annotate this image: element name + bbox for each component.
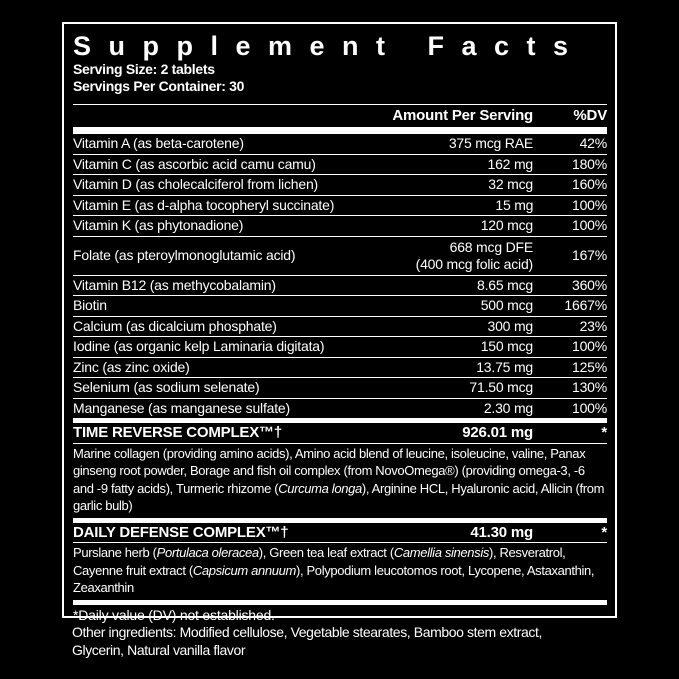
nutrient-amount: 15 mg — [334, 196, 545, 216]
nutrient-dv: 180% — [571, 155, 607, 172]
botanical-name: Portulaca oleracea — [156, 545, 259, 560]
amount-value: 2.30 mg — [483, 399, 533, 416]
nutrient-dv: 100% — [571, 217, 607, 233]
nutrient-dv: 100% — [571, 196, 607, 213]
amount-value: 500 mcg — [480, 297, 533, 313]
nutrient-row: Iodine (as organic kelp Laminaria digita… — [73, 336, 607, 357]
amount-value: 162 mg — [487, 155, 534, 172]
nutrient-dv: 360% — [571, 276, 607, 293]
complex-amount: 41.30 mg — [470, 523, 533, 541]
nutrient-row: Folate (as pteroylmonoglutamic acid) 668 … — [73, 235, 607, 275]
ingredient-text: ), Green tea leaf extract ( — [258, 545, 394, 560]
amount-value: 150 mcg — [480, 338, 533, 354]
nutrient-name: Folate (as pteroylmonoglutamic acid) — [73, 247, 296, 263]
amount-value: 15 mg — [495, 196, 534, 213]
amount-value: 120 mcg — [480, 217, 533, 233]
nutrient-name: Vitamin D (as cholecalciferol from liche… — [73, 176, 318, 192]
nutrient-amount: 120 mcg — [333, 216, 545, 236]
rule — [73, 104, 607, 105]
amount-value: 375 mcg RAE — [448, 135, 533, 151]
nutrient-name: Manganese (as manganese sulfate) — [73, 399, 290, 416]
amount-value: 13.75 mg — [476, 358, 533, 375]
botanical-name: Capsicum annuum — [192, 562, 296, 578]
panel-title: Supplement Facts — [73, 31, 586, 61]
ingredient-text: ), Arginine HCL, Hyaluronic acid, Allici… — [73, 480, 605, 514]
nutrient-row: Vitamin E (as d-alpha tocopheryl succina… — [73, 194, 607, 216]
servings-per-container: Servings Per Container: 30 — [73, 78, 245, 94]
ingredient-text: ), Polypodium leucotomos root, Lycopene,… — [73, 562, 595, 596]
botanical-name: Camellia sinensis — [393, 545, 490, 560]
ingredient-text: ), Resveratrol, Cayenne fruit extract ( — [73, 545, 566, 578]
ingredient-text: Marine collagen (providing amino acids),… — [73, 445, 586, 496]
column-header: Amount Per Serving %DV — [73, 105, 607, 133]
nutrient-name: Selenium (as sodium selenate) — [73, 379, 260, 395]
nutrient-amount: 13.75 mg — [333, 358, 545, 378]
nutrient-dv: 42% — [579, 135, 608, 151]
complex-dv: * — [601, 424, 607, 441]
nutrient-name: Vitamin A (as beta-carotene) — [73, 135, 244, 151]
other-ingredients: Other ingredients: Modified cellulose, V… — [72, 624, 542, 658]
nutrient-amount: 375 mcg RAE — [333, 134, 545, 154]
amount-value: 300 mg — [487, 317, 534, 334]
dv-header: %DV — [573, 107, 607, 124]
nutrient-rows: Vitamin A (as beta-carotene) 375 mcg RAE 4… — [73, 133, 607, 418]
nutrient-dv: 130% — [571, 379, 607, 395]
nutrient-row: Vitamin C (as ascorbic acid camu camu) 16… — [73, 153, 607, 175]
nutrient-amount: 300 mg — [333, 317, 545, 337]
nutrient-amount: 668 mcg DFE (400 mcg folic acid) — [333, 239, 545, 273]
amount-value: 32 mcg — [488, 176, 533, 192]
nutrient-row: Calcium (as dicalcium phosphate) 300 mg 23… — [73, 315, 608, 337]
footnote: *Daily value (DV) not established. — [73, 599, 607, 625]
complex-row: DAILY DEFENSE COMPLEX™† 41.30 mg * — [73, 517, 607, 543]
complex-name: TIME REVERSE COMPLEX™† — [73, 424, 282, 441]
nutrient-name: Vitamin E (as d-alpha tocopheryl succina… — [73, 196, 335, 213]
ingredient-text: Purslane herb ( — [73, 545, 157, 560]
nutrient-row: Selenium (as sodium selenate) 71.50 mcg 13… — [73, 377, 607, 398]
nutrient-dv: 1667% — [564, 297, 607, 313]
amount-header: Amount Per Serving — [392, 107, 533, 124]
nutrient-dv: 125% — [571, 358, 607, 375]
nutrient-amount: 500 mcg — [333, 296, 545, 316]
complex-amount: 926.01 mg — [462, 424, 533, 441]
complex-name: DAILY DEFENSE COMPLEX™† — [73, 523, 289, 541]
nutrient-name: Vitamin K (as phytonadione) — [73, 217, 244, 233]
complexes: TIME REVERSE COMPLEX™† 926.01 mg * Marine c… — [73, 418, 607, 600]
nutrient-amount: 2.30 mg — [333, 399, 545, 419]
serving-size: Serving Size: 2 tablets — [73, 61, 215, 77]
nutrient-name: Biotin — [73, 297, 107, 313]
complex-description: Purslane herb (Portulaca oleracea), Gree… — [73, 542, 607, 600]
nutrient-dv: 100% — [571, 338, 607, 354]
complex-dv: * — [601, 523, 607, 541]
nutrient-name: Zinc (as zinc oxide) — [73, 358, 190, 375]
amount-value: 8.65 mcg — [477, 276, 533, 293]
nutrient-row: Biotin 500 mcg 1667% — [73, 295, 607, 316]
nutrient-name: Vitamin B12 (as methycobalamin) — [73, 276, 276, 293]
amount-value: 71.50 mcg — [469, 379, 533, 395]
complex-row: TIME REVERSE COMPLEX™† 926.01 mg * — [73, 418, 607, 443]
supplement-facts-panel: Supplement Facts Serving Size: 2 tablets… — [62, 22, 617, 623]
nutrient-amount: 162 mg — [333, 155, 545, 175]
nutrient-name: Vitamin C (as ascorbic acid camu camu) — [73, 155, 316, 172]
amount-value: 668 mcg DFE — [449, 238, 534, 255]
botanical-name: Curcuma longa — [278, 480, 362, 496]
nutrient-amount: 32 mcg — [333, 175, 545, 195]
nutrient-row: Vitamin B12 (as methycobalamin) 8.65 mcg 3… — [73, 274, 607, 296]
nutrient-dv: 23% — [579, 317, 608, 334]
nutrient-dv: 167% — [571, 247, 607, 263]
nutrient-amount: 8.65 mcg — [333, 276, 545, 296]
complex-description: Marine collagen (providing amino acids),… — [73, 442, 607, 518]
nutrient-amount: 71.50 mcg — [333, 378, 545, 398]
nutrient-name: Calcium (as dicalcium phosphate) — [73, 317, 277, 334]
nutrient-row: Zinc (as zinc oxide) 13.75 mg 125% — [73, 356, 607, 378]
nutrient-row: Vitamin K (as phytonadione) 120 mcg 100% — [73, 215, 607, 236]
nutrient-amount: 150 mcg — [333, 337, 545, 357]
nutrient-row: Vitamin A (as beta-carotene) 375 mcg RAE 4… — [73, 133, 607, 154]
nutrient-row: Vitamin D (as cholecalciferol from liche… — [73, 174, 607, 195]
nutrient-dv: 160% — [571, 176, 607, 192]
nutrient-dv: 100% — [571, 399, 607, 416]
nutrient-row: Manganese (as manganese sulfate) 2.30 mg 1… — [73, 397, 607, 419]
nutrient-name: Iodine (as organic kelp Laminaria digita… — [73, 338, 325, 354]
amount-note: (400 mcg folic acid) — [415, 255, 534, 272]
